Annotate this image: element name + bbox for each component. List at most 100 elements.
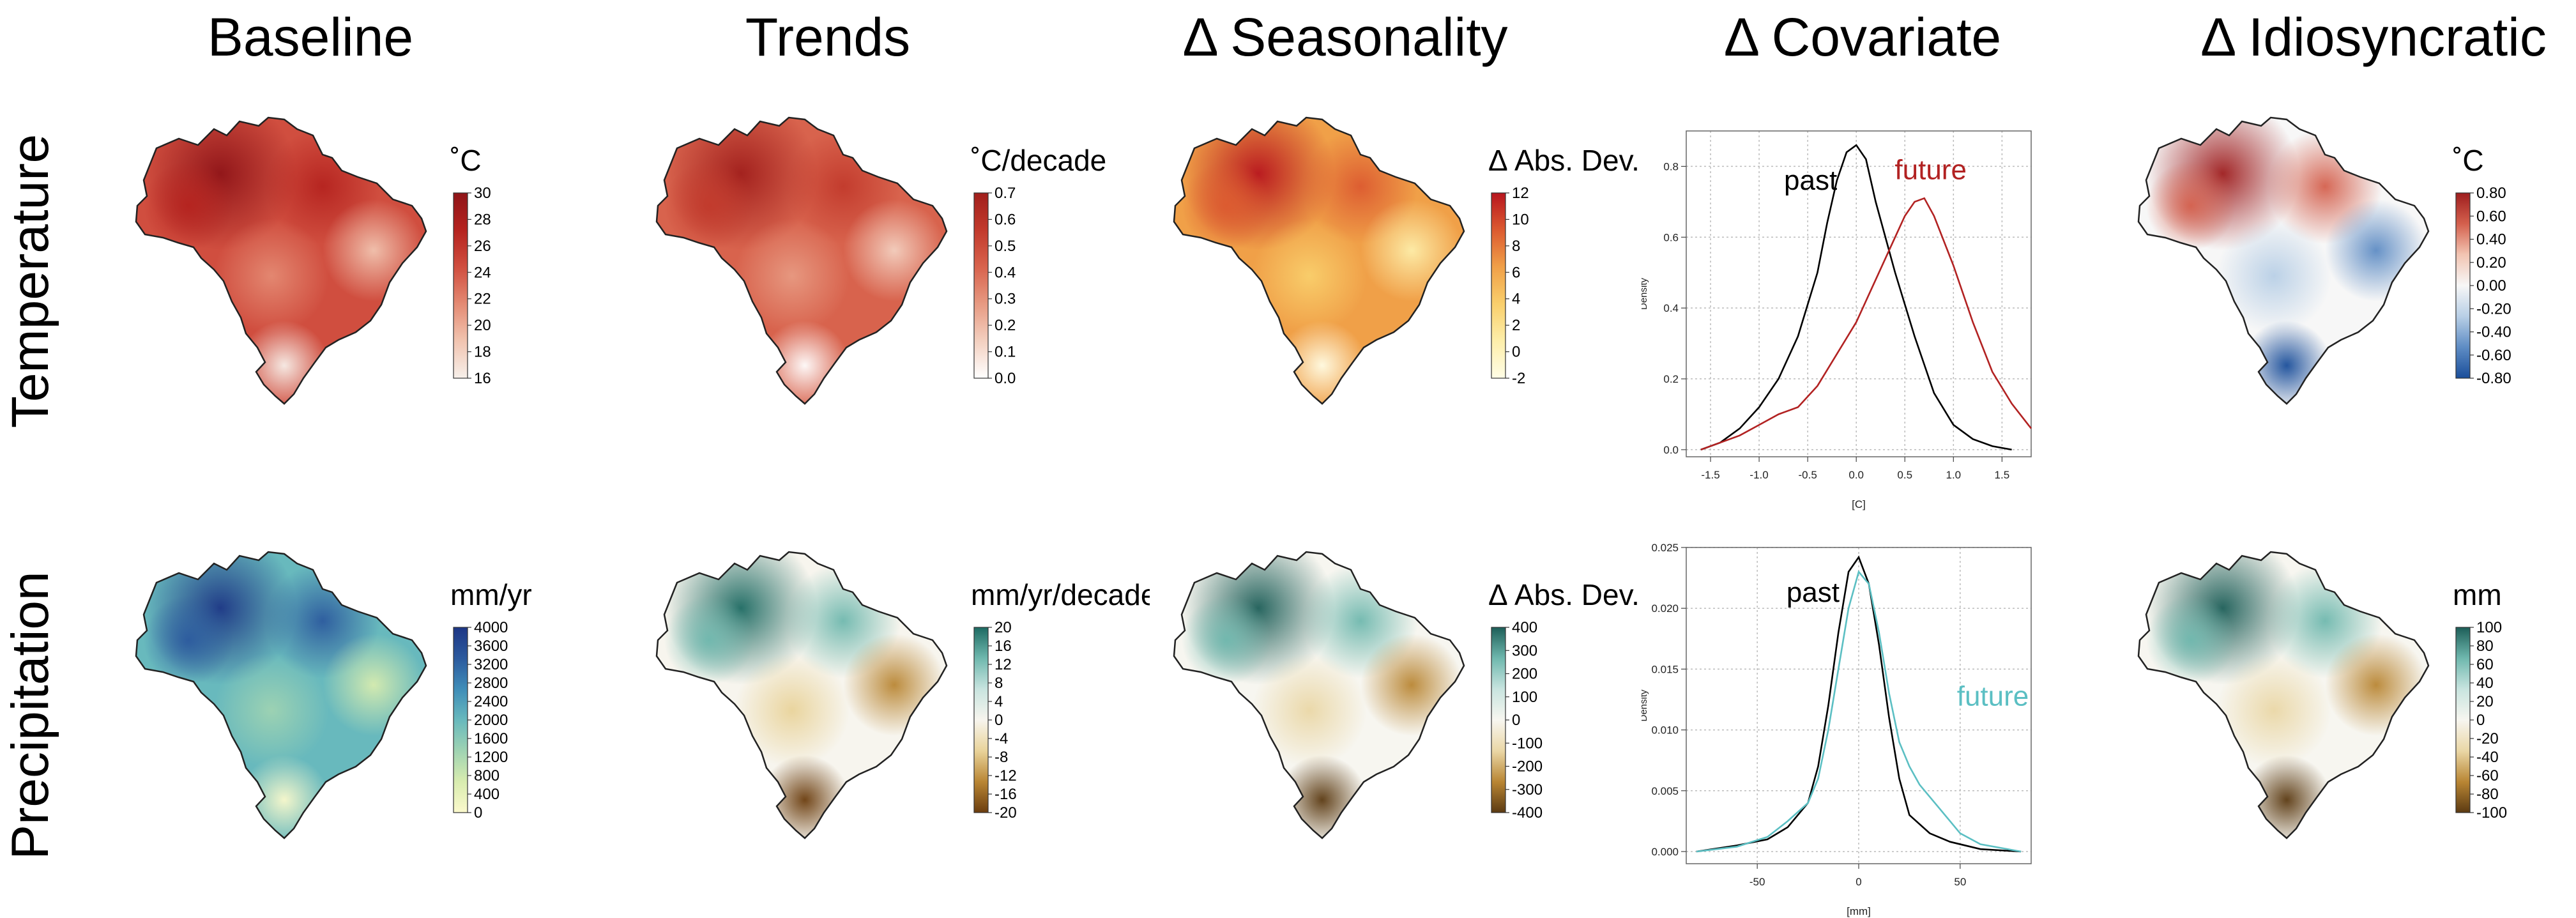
y-tick-label: 0.005 — [1651, 785, 1679, 797]
colorbar-tick-label: -80 — [2476, 786, 2499, 803]
map-region — [214, 218, 329, 333]
colorbar-tick-label: 0.7 — [995, 185, 1016, 202]
colorbar-unit: ˚C/decade — [971, 144, 1106, 177]
colorbar-tick-label: 28 — [474, 211, 491, 228]
map-region — [144, 161, 233, 250]
colorbar-tick-label: -16 — [995, 786, 1017, 803]
y-tick-label: 0.8 — [1663, 160, 1679, 172]
x-tick-label: 0 — [1856, 876, 1861, 888]
colorbar-tick-label: 30 — [474, 185, 491, 202]
map-region — [735, 218, 850, 333]
map-region — [2325, 634, 2427, 736]
colorbar-tick-label: 200 — [1512, 666, 1537, 683]
colorbar-tick-label: 0.2 — [995, 317, 1016, 334]
colorbar-tick-label: 0.4 — [995, 264, 1016, 281]
y-axis-label: Density — [1642, 277, 1649, 310]
colorbar-tick-label: 20 — [2476, 693, 2494, 710]
series-line-future — [1700, 197, 2032, 451]
series-line-past — [1700, 144, 2012, 451]
y-tick-label: 0.020 — [1651, 602, 1679, 615]
map-region — [760, 321, 850, 404]
y-tick-label: 0.4 — [1663, 302, 1679, 314]
series-label-past: past — [1787, 577, 1840, 608]
colorbar-tick-label: 10 — [1512, 211, 1529, 228]
map-region — [1182, 161, 1271, 250]
colorbar-tick-label: -200 — [1512, 758, 1543, 776]
x-tick-label: 50 — [1954, 876, 1966, 888]
map-region — [240, 321, 329, 404]
series-label-future: future — [1894, 154, 1967, 185]
colorbar-tick-label: -100 — [2476, 804, 2507, 822]
colorbar-tick-label: 0.00 — [2476, 277, 2506, 295]
map-region — [1360, 199, 1463, 302]
colorbar-tick-label: 40 — [2476, 675, 2494, 692]
x-tick-label: -50 — [1749, 876, 1765, 888]
map-region — [2146, 161, 2236, 250]
colorbar-tick-label: 2400 — [474, 693, 508, 710]
brazil-outline — [655, 116, 948, 405]
brazil-outline — [655, 551, 948, 839]
colorbar-unit: ˚C — [450, 144, 482, 177]
colorbar-tick-label: 100 — [1512, 689, 1537, 706]
colorbar-tick-label: -60 — [2476, 767, 2499, 784]
map-region — [2242, 755, 2331, 838]
map-region — [144, 595, 233, 685]
colorbar-tick-label: 0 — [474, 804, 482, 822]
x-axis-label: [C] — [1852, 498, 1866, 510]
map-region — [2216, 218, 2331, 333]
map-precip-seasonality: Δ Abs. Dev. 400 300 200 100 0 -100 -200 -300 -400 — [1173, 551, 1640, 839]
colorbar-tick-label: 3600 — [474, 638, 508, 655]
y-tick-label: 0.0 — [1663, 444, 1679, 456]
colorbar-unit: ˚C — [2453, 144, 2484, 177]
map-temp-trends: ˚C/decade 0.7 0.6 0.5 0.4 0.3 0.2 0.1 0.0 — [655, 116, 1106, 405]
map-region — [1252, 218, 1367, 333]
colorbar-tick-label: 18 — [474, 344, 491, 361]
colorbar-tick-label: 20 — [474, 317, 491, 334]
colorbar-tick-label: -20 — [995, 804, 1017, 822]
colorbar-tick-label: 4000 — [474, 619, 508, 636]
colorbar-tick-label: 0 — [1512, 344, 1520, 361]
colorbar-tick-label: 0 — [995, 712, 1003, 729]
y-tick-label: 0.015 — [1651, 663, 1679, 675]
colorbar — [1491, 192, 1506, 379]
colorbar-tick-label: 0.5 — [995, 238, 1016, 255]
y-tick-label: 0.025 — [1651, 542, 1679, 554]
colorbar-tick-label: 0.1 — [995, 344, 1016, 361]
x-tick-label: -1.5 — [1701, 469, 1719, 481]
colorbar-unit: mm/yr/decade — [971, 578, 1150, 611]
map-region — [843, 199, 945, 302]
colorbar-unit: mm/yr — [450, 578, 532, 611]
colorbar-tick-label: 0.80 — [2476, 185, 2506, 202]
colorbar — [973, 192, 989, 379]
colorbar-tick-label: 0.20 — [2476, 254, 2506, 272]
colorbar-tick-label: 300 — [1512, 642, 1537, 659]
map-region — [760, 755, 850, 838]
map-region — [1277, 321, 1367, 404]
y-axis-label: Density — [1642, 689, 1649, 722]
map-region — [664, 595, 754, 685]
map-region — [2146, 595, 2236, 685]
row-title-precipitation: Precipitation — [1, 571, 59, 860]
brazil-outline — [1173, 551, 1465, 839]
colorbar-tick-label: 0.6 — [995, 211, 1016, 228]
colorbar-tick-label: 0.3 — [995, 291, 1016, 308]
map-region — [214, 653, 329, 768]
x-tick-label: -1.0 — [1749, 469, 1768, 481]
colorbar-tick-label: 60 — [2476, 656, 2494, 673]
colorbar-tick-label: 20 — [995, 619, 1012, 636]
colorbar-tick-label: 16 — [474, 370, 491, 387]
colorbar — [2455, 192, 2471, 379]
column-title-idiosyncratic: Δ Idiosyncratic — [2200, 7, 2547, 67]
map-region — [843, 634, 945, 736]
colorbar-tick-label: 4 — [1512, 291, 1520, 308]
brazil-outline — [1173, 116, 1465, 405]
colorbar-tick-label: -100 — [1512, 735, 1543, 752]
brazil-outline — [2137, 116, 2430, 405]
x-tick-label: 0.5 — [1897, 469, 1912, 481]
colorbar-tick-label: 16 — [995, 638, 1012, 655]
colorbar-tick-label: -300 — [1512, 781, 1543, 799]
colorbar-tick-label: 12 — [995, 656, 1012, 673]
map-temp-seasonality: Δ Abs. Dev. 12 10 8 6 4 2 0 -2 — [1173, 116, 1640, 405]
